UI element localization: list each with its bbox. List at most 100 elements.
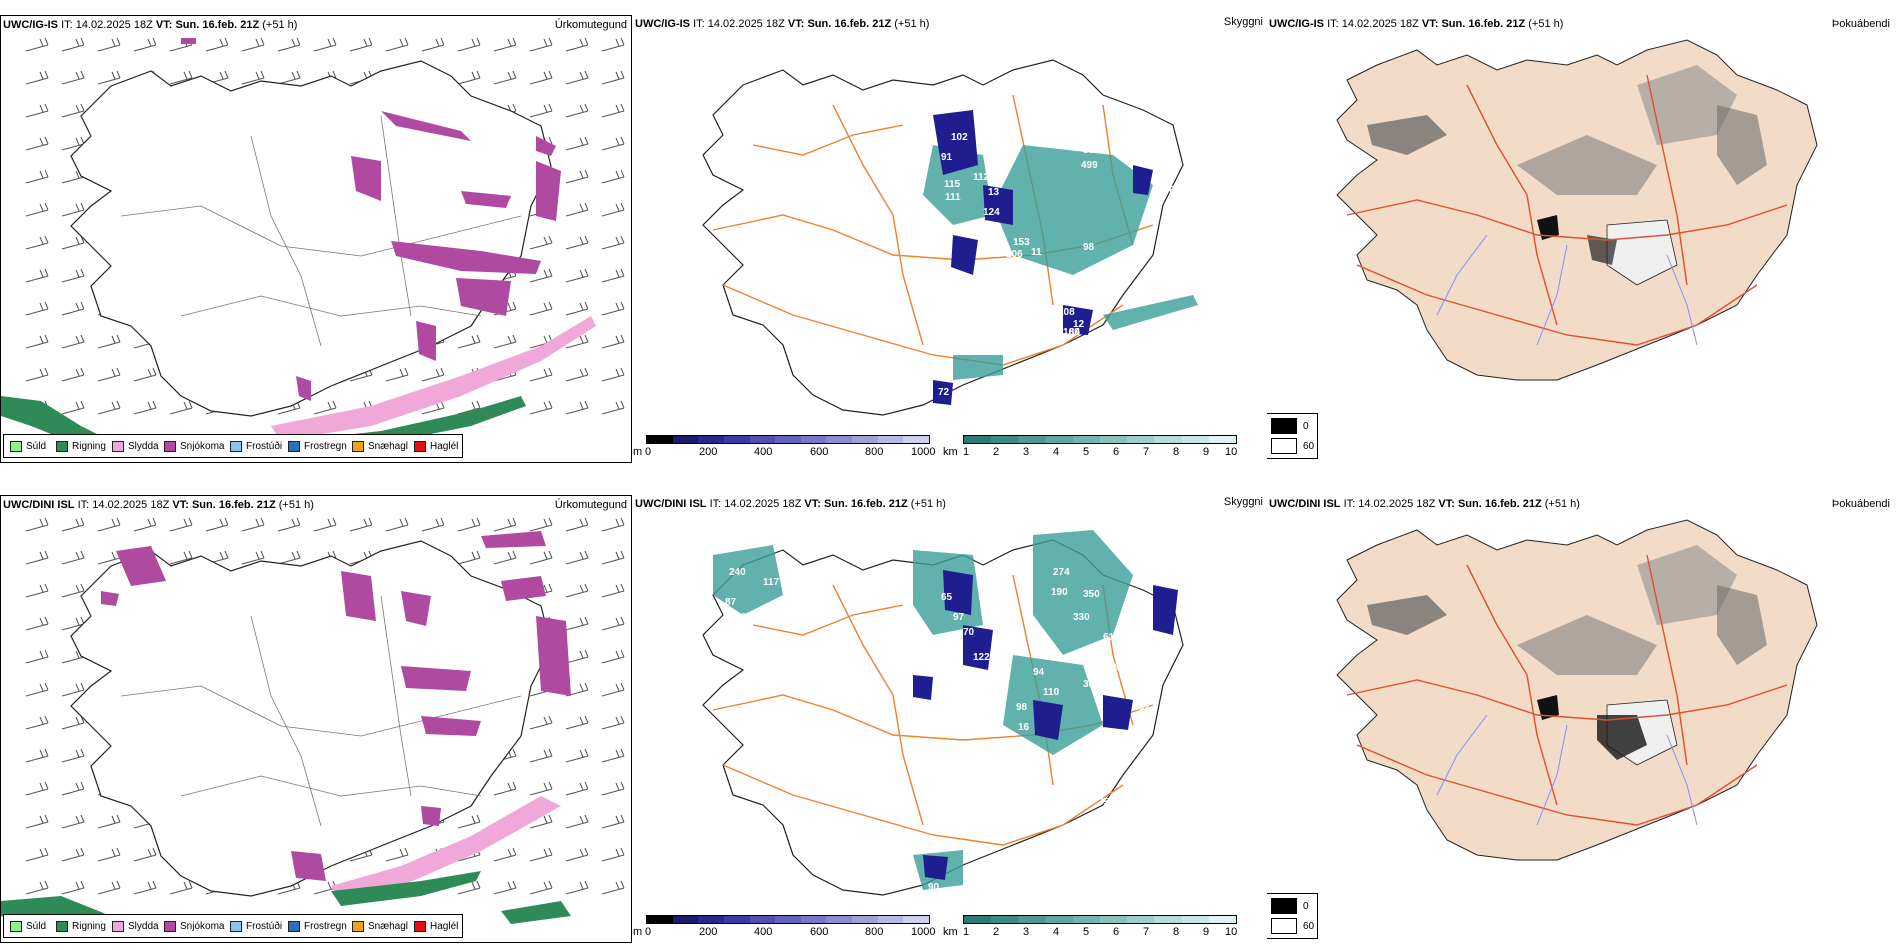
elevation-tick: 1000 bbox=[911, 926, 936, 938]
visibility-value-label: 274 bbox=[1053, 567, 1070, 578]
colorbar-cell bbox=[749, 916, 776, 923]
wind-barb bbox=[421, 37, 445, 52]
elevation-tick: 400 bbox=[754, 446, 773, 458]
wind-barb bbox=[61, 367, 85, 382]
wind-barb bbox=[529, 400, 553, 415]
colorbar-cell bbox=[991, 436, 1019, 443]
visibility-value-label: 102 bbox=[951, 132, 968, 143]
panel-header: UWC/IG-IS IT: 14.02.2025 18Z VT: Sun. 16… bbox=[3, 19, 298, 31]
cloud-panel-dini: UWC/DINI ISL IT: 14.02.2025 18Z VT: Sun.… bbox=[1267, 495, 1900, 943]
wind-barb bbox=[169, 400, 193, 415]
visibility-value-label: 91 bbox=[941, 152, 953, 163]
wind-barb bbox=[601, 748, 625, 763]
precip-legend: Súld Rigning Slydda Snjókoma Frostúði Fr… bbox=[3, 434, 463, 458]
wind-barb bbox=[277, 70, 301, 85]
legend-swatch bbox=[288, 920, 300, 932]
wind-barb bbox=[61, 781, 85, 796]
wind-barb bbox=[241, 550, 265, 565]
wind-barb bbox=[493, 781, 517, 796]
iceland-outline bbox=[1336, 39, 1818, 381]
visibility-tick: 3 bbox=[1023, 926, 1030, 938]
visibility-navy bbox=[913, 570, 1178, 880]
wind-barb bbox=[61, 550, 85, 565]
visibility-teal bbox=[923, 145, 1198, 380]
wind-barb bbox=[601, 517, 625, 532]
wind-barb bbox=[97, 550, 121, 565]
roads bbox=[1346, 74, 1788, 346]
elevation-colorbar: m 0 200 400 600 800 1000 bbox=[633, 435, 943, 463]
sleet-areas bbox=[271, 316, 596, 441]
legend-swatch bbox=[10, 440, 22, 452]
snow-areas bbox=[101, 531, 571, 881]
cloud-legend: 0 60 bbox=[1267, 893, 1318, 939]
visibility-value-label: 75 bbox=[1098, 797, 1110, 808]
visibility-value-label: 11 bbox=[1031, 247, 1042, 258]
wind-barb bbox=[565, 649, 589, 664]
wind-barb bbox=[97, 37, 121, 52]
wind-barb bbox=[565, 781, 589, 796]
legend-label: Rigning bbox=[72, 920, 106, 932]
visibility-tick: 8 bbox=[1173, 446, 1180, 458]
wind-barb bbox=[61, 301, 85, 316]
wind-barb bbox=[601, 136, 625, 151]
wind-barb bbox=[565, 616, 589, 631]
wind-barb bbox=[385, 847, 409, 862]
wind-barb bbox=[601, 814, 625, 829]
colorbar-cell bbox=[775, 916, 801, 923]
wind-barb bbox=[169, 70, 193, 85]
wind-barb bbox=[133, 847, 157, 862]
legend-swatch bbox=[56, 920, 68, 932]
cloud-legend-label: 60 bbox=[1303, 440, 1315, 452]
wind-barb bbox=[457, 814, 481, 829]
wind-barb bbox=[565, 169, 589, 184]
colorbar-cell bbox=[647, 436, 673, 443]
colorbar-cell bbox=[1045, 436, 1073, 443]
visibility-value-label: 117 bbox=[763, 577, 780, 588]
panel-header: UWC/DINI ISL IT: 14.02.2025 18Z VT: Sun.… bbox=[635, 498, 946, 510]
wind-barb bbox=[133, 400, 157, 415]
wind-barb bbox=[25, 202, 49, 217]
wind-barb bbox=[601, 682, 625, 697]
wind-barb bbox=[25, 847, 49, 862]
wind-barb bbox=[421, 367, 445, 382]
wind-barb bbox=[25, 682, 49, 697]
legend-swatch bbox=[414, 920, 426, 932]
wind-barb bbox=[493, 550, 517, 565]
legend-swatch bbox=[112, 920, 124, 932]
wind-barb bbox=[385, 517, 409, 532]
colorbar-cell bbox=[826, 916, 853, 923]
visibility-value-label: 97 bbox=[953, 612, 965, 623]
wind-barb bbox=[25, 136, 49, 151]
visibility-unit: km bbox=[943, 446, 958, 458]
wind-barb bbox=[529, 517, 553, 532]
wind-barb bbox=[601, 268, 625, 283]
wind-barb bbox=[25, 70, 49, 85]
colorbar-cell bbox=[1181, 436, 1209, 443]
wind-barb bbox=[25, 301, 49, 316]
wind-barb bbox=[133, 880, 157, 895]
colorbar-cell bbox=[991, 916, 1019, 923]
wind-barb bbox=[493, 847, 517, 862]
colorbar-cell bbox=[1181, 916, 1209, 923]
visibility-value-label: 98 bbox=[1083, 242, 1095, 253]
panel-header: UWC/IG-IS IT: 14.02.2025 18Z VT: Sun. 16… bbox=[1269, 18, 1564, 30]
visibility-tick: 3 bbox=[1023, 446, 1030, 458]
visibility-tick: 4 bbox=[1053, 446, 1060, 458]
wind-barb bbox=[493, 70, 517, 85]
wind-barb bbox=[241, 517, 265, 532]
visibility-value-label: 90 bbox=[928, 882, 940, 893]
visibility-tick: 9 bbox=[1203, 926, 1210, 938]
wind-barb bbox=[601, 202, 625, 217]
visibility-value-label: 94 bbox=[1083, 777, 1095, 788]
cloud-legend-swatch bbox=[1271, 438, 1297, 454]
visibility-value-label: 70 bbox=[963, 627, 975, 638]
visibility-cells bbox=[963, 915, 1237, 924]
colorbar-cell bbox=[826, 436, 853, 443]
visibility-value-label: 94 bbox=[1103, 292, 1115, 303]
visibility-value-label: 15 bbox=[1138, 157, 1150, 168]
wind-barb bbox=[601, 235, 625, 250]
colorbar-cell bbox=[1127, 916, 1155, 923]
cloud-legend-label: 60 bbox=[1303, 920, 1315, 932]
wind-barb bbox=[61, 847, 85, 862]
visibility-tick: 6 bbox=[1113, 446, 1120, 458]
